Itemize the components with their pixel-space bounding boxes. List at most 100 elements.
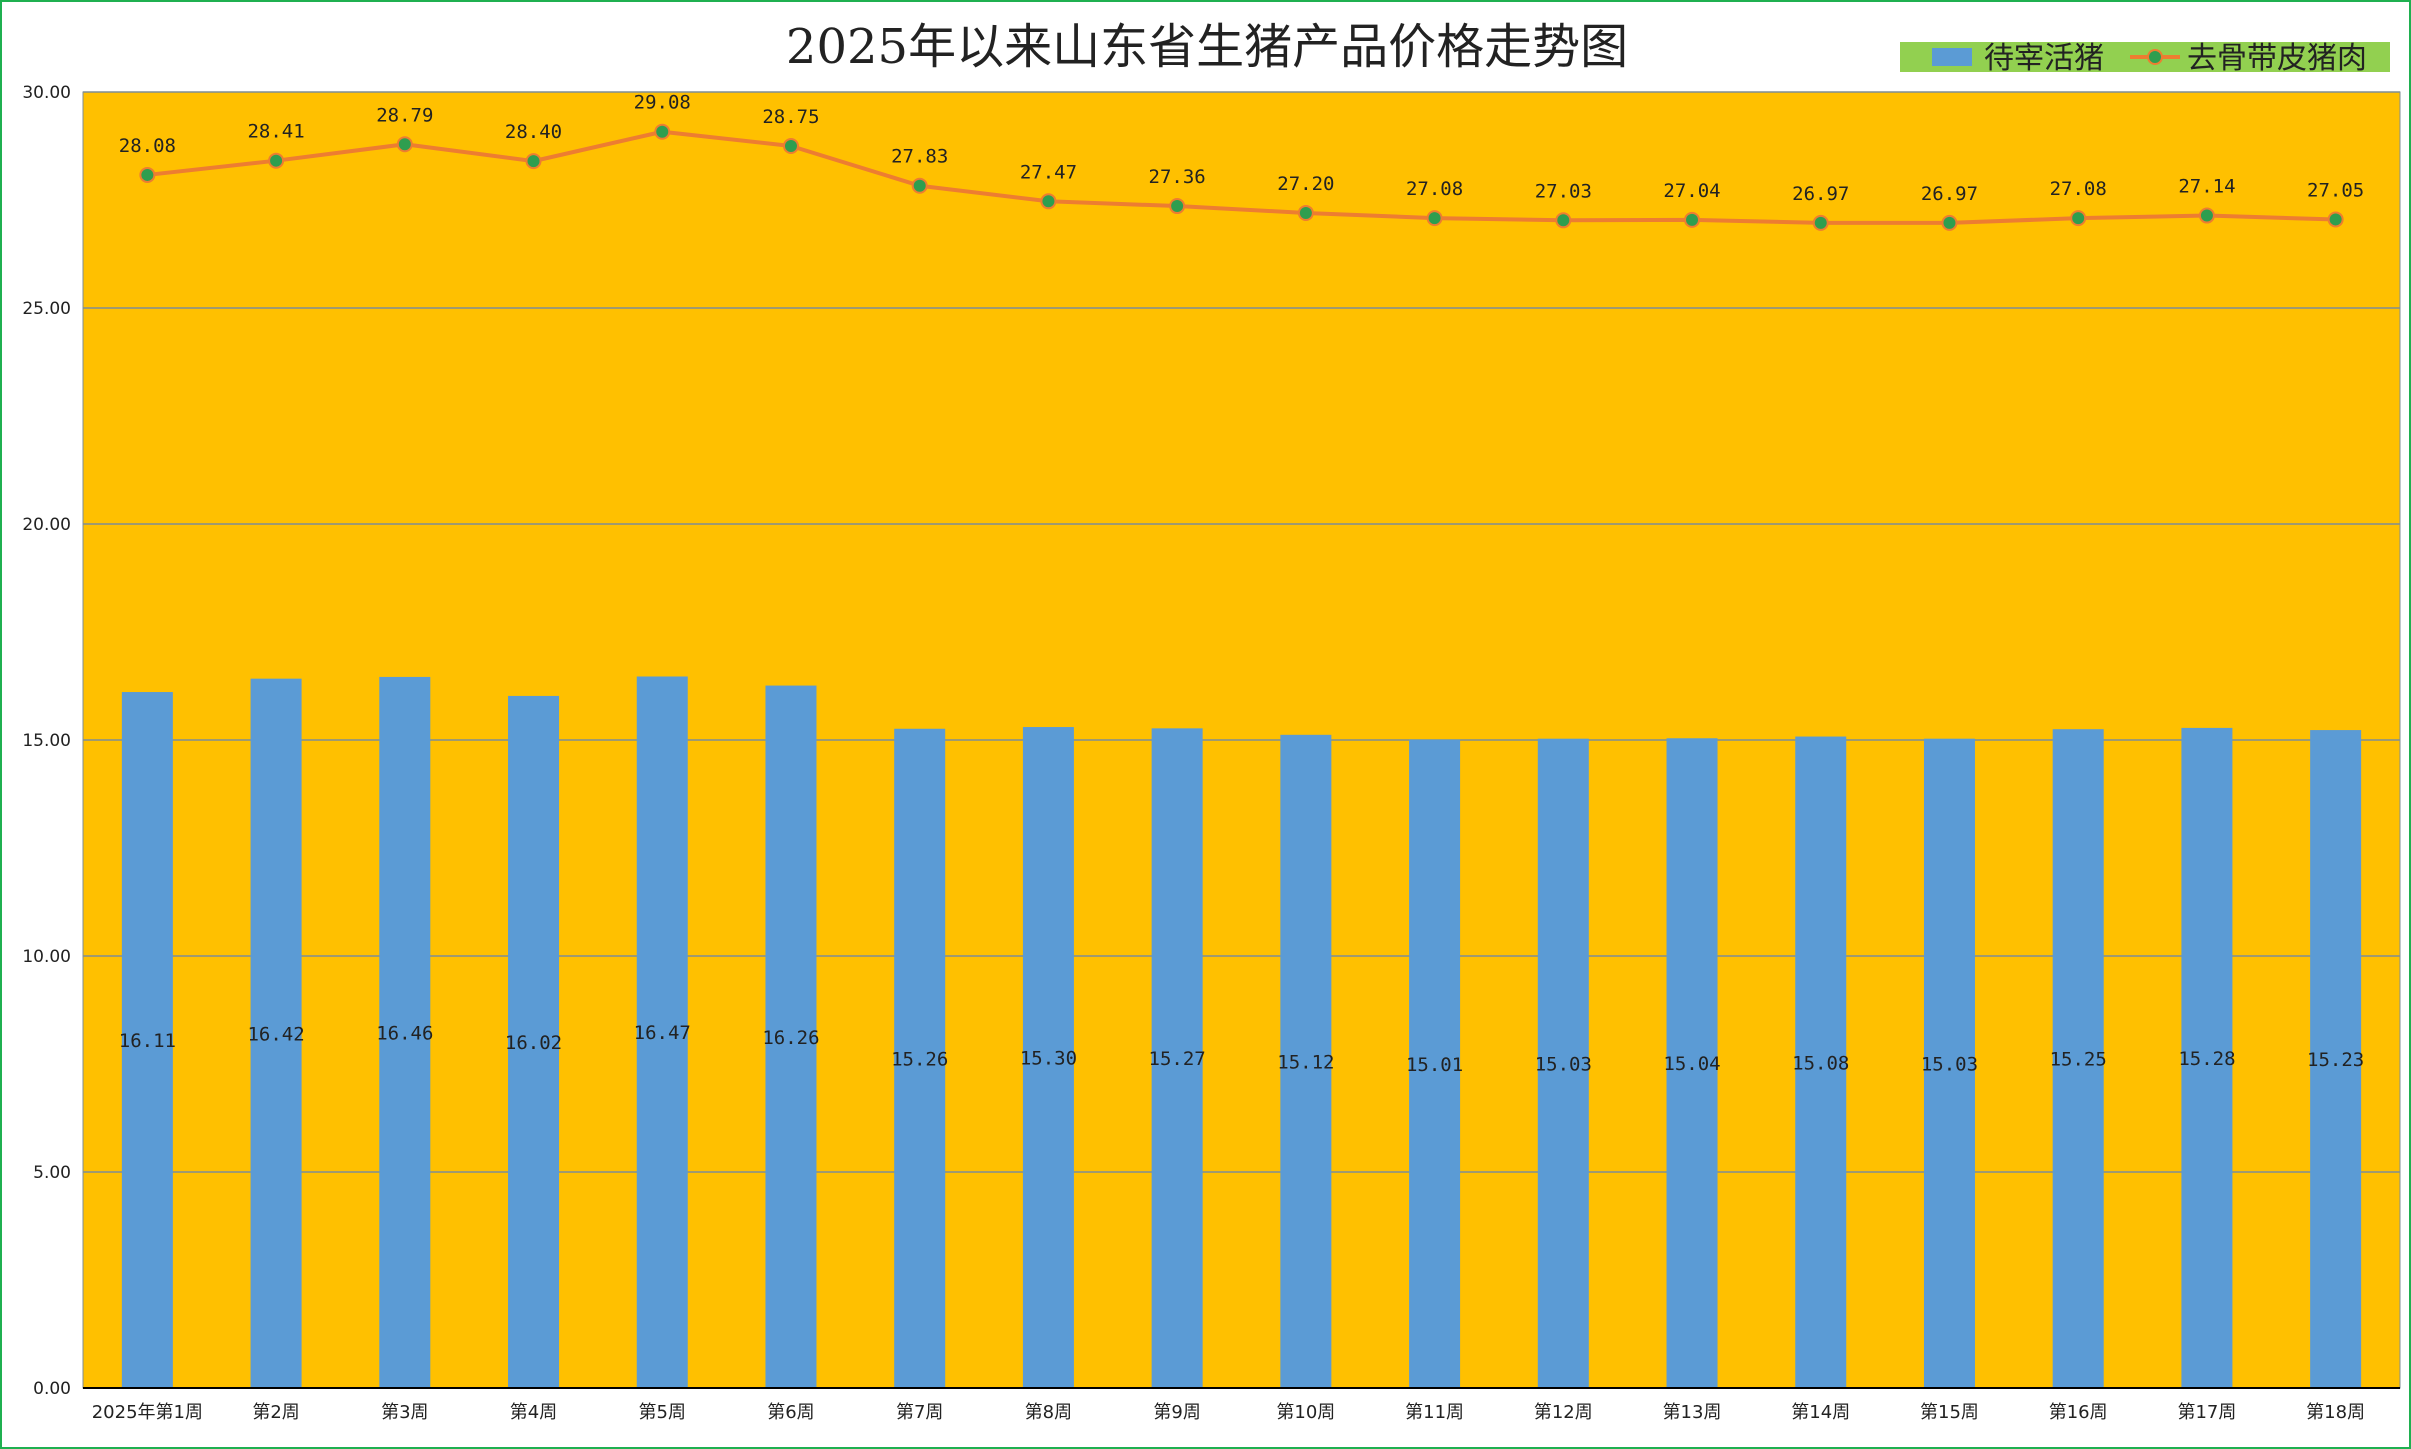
line-data-label: 28.41 [247, 121, 304, 143]
line-data-label: 27.83 [891, 146, 948, 168]
x-tick-label: 第4周 [510, 1402, 557, 1423]
bar-data-label: 16.46 [376, 1022, 433, 1044]
legend: 待宰活猪 去骨带皮猪肉 [1900, 41, 2390, 76]
bar [1537, 738, 1589, 1388]
x-tick-label: 第9周 [1153, 1402, 1200, 1423]
line-data-label: 27.36 [1149, 166, 1206, 188]
line-marker [1941, 214, 1958, 231]
line-marker [1040, 193, 1057, 210]
line-data-label: 27.08 [1406, 178, 1463, 200]
bar-series [121, 676, 2362, 1388]
x-tick-label: 第3周 [381, 1402, 428, 1423]
line-path [147, 129, 2336, 225]
bar [1795, 736, 1847, 1388]
x-tick-label: 第2周 [252, 1402, 299, 1423]
y-tick-label: 30.00 [22, 83, 71, 103]
line-data-label: 27.20 [1277, 173, 1334, 195]
x-tick-label: 第17周 [2177, 1402, 2236, 1423]
line-marker [1169, 198, 1186, 215]
line-marker [139, 166, 156, 183]
bar-data-label: 15.01 [1406, 1054, 1463, 1076]
bar-data-label: 15.30 [1020, 1048, 1077, 1070]
bar [2181, 727, 2233, 1388]
line-series [139, 123, 2344, 231]
y-tick-label: 15.00 [22, 731, 71, 751]
bar [508, 695, 560, 1388]
chart-title: 2025年以来山东省生猪产品价格走势图 [786, 19, 1628, 75]
bar [2310, 730, 2362, 1388]
y-tick-label: 25.00 [22, 299, 71, 319]
bar-data-label: 16.02 [505, 1032, 562, 1054]
line-data-label: 26.97 [1921, 183, 1978, 205]
line-data-label: 29.08 [634, 92, 691, 114]
bar-data-label: 15.25 [2050, 1049, 2107, 1071]
line-data-label: 27.03 [1535, 180, 1592, 202]
bar [1151, 728, 1203, 1388]
bar [1022, 727, 1074, 1388]
legend-marker-swatch [2147, 49, 2163, 65]
line-marker [782, 138, 799, 154]
line-data-label: 28.08 [119, 135, 176, 157]
bar-data-label: 15.26 [891, 1048, 948, 1070]
line-marker [1555, 212, 1572, 229]
line-marker [396, 136, 413, 153]
bar-data-label: 16.47 [634, 1022, 691, 1044]
y-tick-label: 10.00 [22, 947, 71, 967]
bar [121, 692, 173, 1388]
line-marker [1297, 204, 1314, 221]
line-marker [1426, 210, 1443, 227]
bar-data-label: 16.11 [119, 1030, 176, 1052]
bar [1280, 734, 1332, 1388]
x-tick-label: 第14周 [1791, 1402, 1850, 1423]
bar-data-label: 15.23 [2307, 1049, 2364, 1071]
bar-data-label: 16.42 [247, 1023, 304, 1045]
line-data-label: 27.47 [1020, 161, 1077, 183]
bar [1666, 738, 1718, 1388]
x-axis: 2025年第1周 第2周 第3周 第4周 第5周 第6周 第7周 第8周 第9周 第10周 第11周… [92, 1402, 2365, 1423]
bar [765, 685, 817, 1388]
line-marker [1812, 214, 1829, 231]
line-data-label: 28.75 [762, 106, 819, 128]
bar-data-labels: 16.11 16.42 16.46 16.02 16.47 16.26 15.26 15.30… [119, 1022, 2364, 1076]
x-tick-label: 第16周 [2049, 1402, 2108, 1423]
bar [2052, 729, 2104, 1388]
bar-data-label: 15.03 [1921, 1053, 1978, 1075]
x-tick-label: 第6周 [767, 1402, 814, 1423]
line-marker [525, 153, 542, 170]
x-tick-label: 第18周 [2306, 1402, 2365, 1423]
legend-label-line: 去骨带皮猪肉 [2187, 41, 2367, 76]
x-tick-label: 第12周 [1534, 1402, 1593, 1423]
line-data-label: 27.08 [2050, 178, 2107, 200]
x-tick-label: 第13周 [1663, 1402, 1722, 1423]
line-marker [2198, 207, 2215, 224]
bar [894, 728, 946, 1388]
gridlines [83, 91, 2400, 1173]
bar-data-label: 15.12 [1277, 1051, 1334, 1073]
x-tick-label: 第15周 [1920, 1402, 1979, 1423]
line-data-label: 28.40 [505, 121, 562, 143]
y-tick-label: 5.00 [33, 1163, 71, 1183]
line-data-labels: 28.08 28.41 28.79 28.40 29.08 28.75 27.83 27.47… [119, 92, 2364, 205]
bar-data-label: 15.27 [1149, 1048, 1206, 1070]
y-axis: 0.00 5.00 10.00 15.00 20.00 25.00 30.00 [22, 83, 71, 1399]
line-marker [911, 177, 928, 194]
bar [379, 676, 431, 1388]
x-tick-label: 2025年第1周 [92, 1402, 203, 1423]
line-marker [1684, 211, 1701, 228]
x-tick-label: 第5周 [639, 1402, 686, 1423]
bar-data-label: 15.28 [2178, 1048, 2235, 1070]
x-tick-label: 第11周 [1405, 1402, 1464, 1423]
bar-data-label: 15.04 [1663, 1053, 1720, 1075]
line-marker [2070, 210, 2087, 227]
bar [636, 676, 688, 1388]
x-tick-label: 第8周 [1025, 1402, 1072, 1423]
bar-data-label: 16.26 [762, 1027, 819, 1049]
line-data-label: 27.05 [2307, 179, 2364, 201]
legend-label-bar: 待宰活猪 [1984, 41, 2104, 76]
y-tick-label: 20.00 [22, 515, 71, 535]
x-tick-label: 第10周 [1276, 1402, 1335, 1423]
line-marker [654, 123, 671, 140]
bar [1923, 738, 1975, 1388]
